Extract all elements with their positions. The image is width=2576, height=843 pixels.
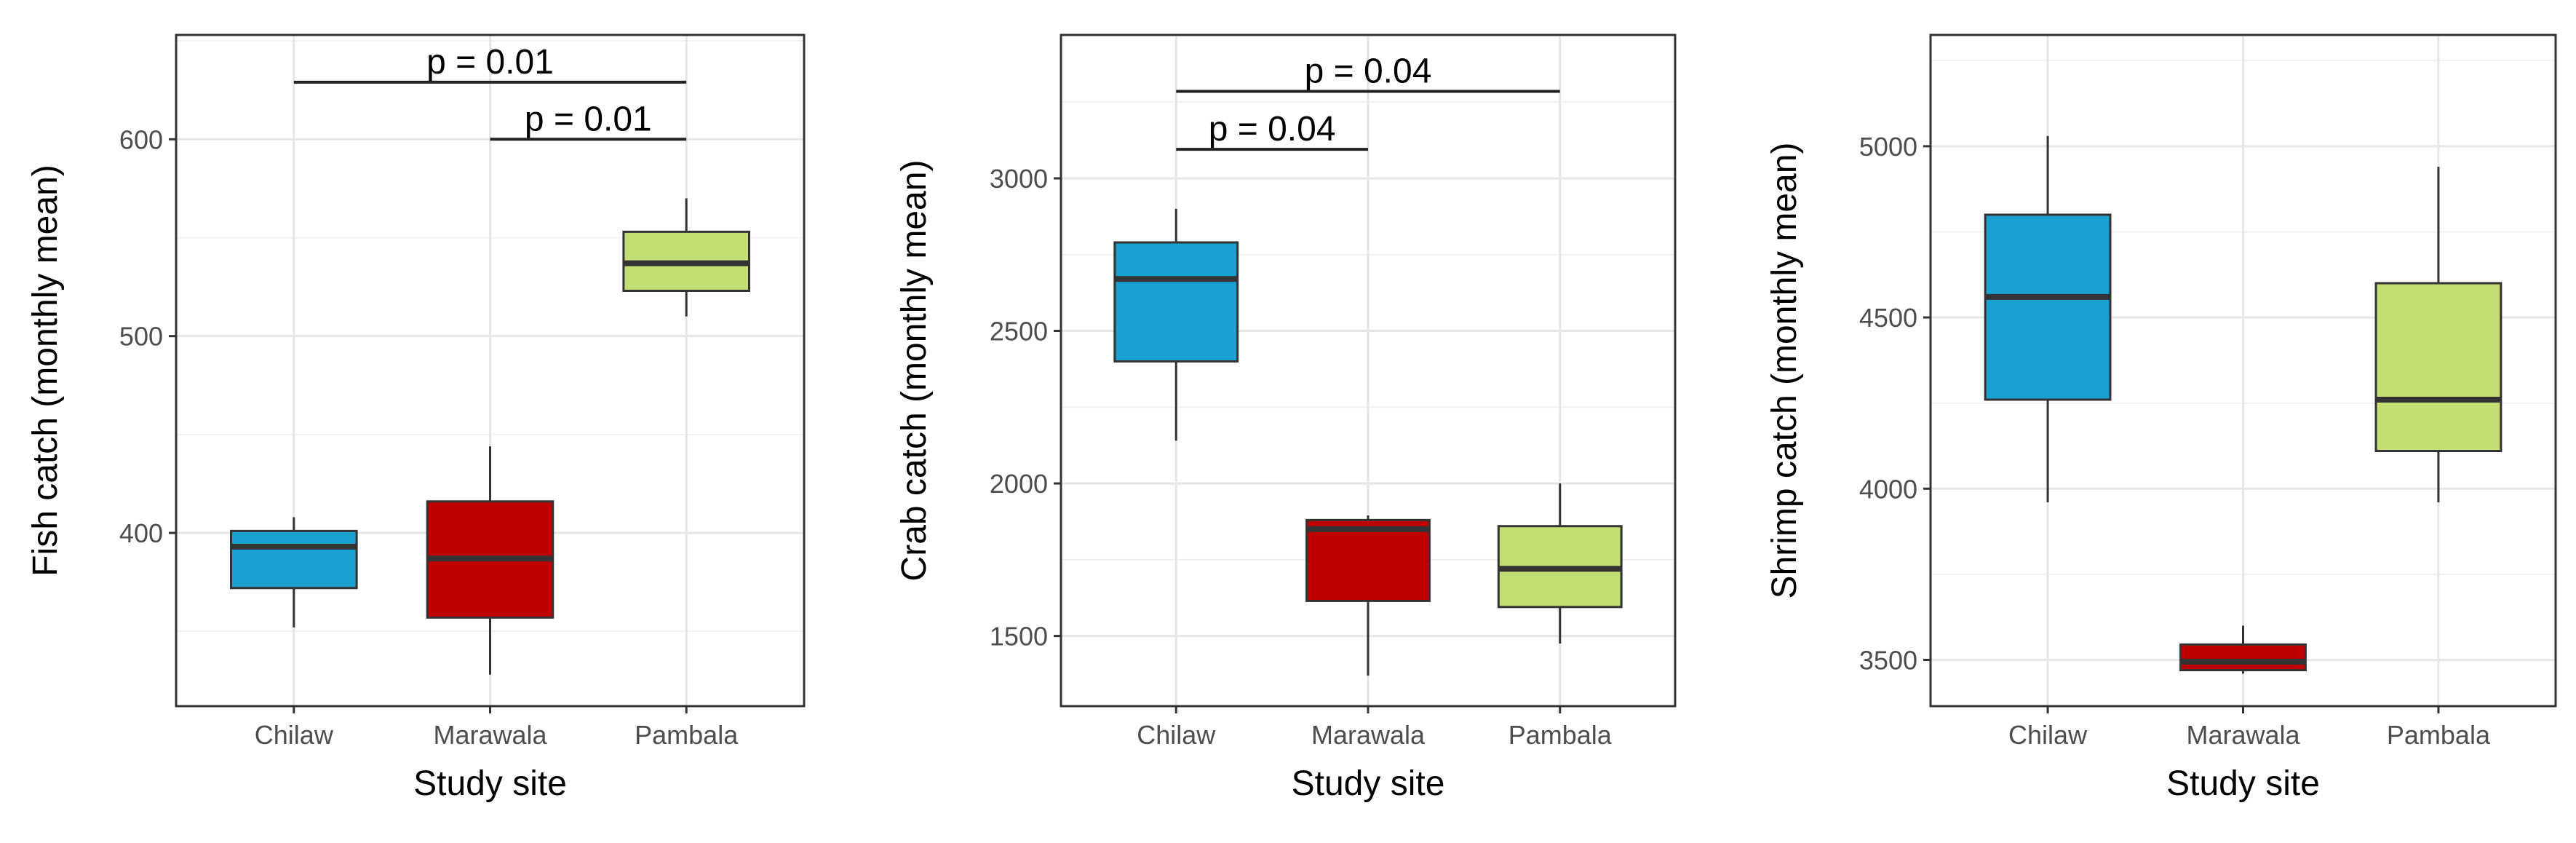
box-chilaw — [230, 517, 358, 628]
p-value-label: p = 0.01 — [426, 43, 554, 82]
y-tick-label: 4000 — [1859, 474, 1917, 504]
y-axis-title: Crab catch (monthly mean) — [895, 160, 934, 582]
y-tick-label: 1500 — [990, 622, 1048, 652]
box-body — [1305, 518, 1431, 602]
significance-bracket: p = 0.04 — [1176, 110, 1368, 151]
x-axis-title: Study site — [413, 764, 567, 803]
x-tick-label: Chilaw — [255, 720, 334, 750]
y-axis-title: Shrimp catch (monthly mean) — [1765, 143, 1804, 599]
box-marawala — [2179, 625, 2307, 674]
box-chilaw — [1113, 208, 1239, 441]
y-tick-label: 5000 — [1859, 132, 1917, 162]
y-tick-label: 3500 — [1859, 645, 1917, 675]
x-tick-label: Marawala — [1311, 720, 1426, 750]
p-value-label: p = 0.04 — [1305, 52, 1432, 91]
p-value-label: p = 0.01 — [525, 100, 652, 138]
significance-bracket: p = 0.01 — [293, 43, 687, 84]
significance-bracket: p = 0.04 — [1176, 52, 1560, 93]
box-pambala — [622, 198, 750, 317]
x-tick-label: Marawala — [2186, 720, 2300, 750]
box-body — [1984, 213, 2112, 401]
panel-3: 3500 4000 4500 5000 Chilaw Marawala Pambala Stu… — [1765, 33, 2557, 803]
y-tick-label: 500 — [119, 322, 163, 352]
x-axis-title: Study site — [1292, 764, 1445, 803]
box-marawala — [1305, 515, 1431, 676]
significance-bracket: p = 0.01 — [490, 100, 687, 141]
p-value-label: p = 0.04 — [1209, 110, 1336, 149]
y-tick-label: 4500 — [1859, 303, 1917, 333]
x-tick-label: Pambala — [2387, 720, 2491, 750]
panel-2: p = 0.04 p = 0.04 1500 2000 2500 3000 Chilaw Ma… — [895, 33, 1677, 803]
panel-1: p = 0.01 p = 0.01 400 500 600 Chilaw Marawala P… — [26, 33, 806, 803]
y-tick-label: 2500 — [990, 317, 1048, 347]
box-pambala — [1497, 483, 1623, 644]
x-tick-label: Marawala — [433, 720, 547, 750]
box-body — [230, 529, 358, 590]
box-body — [2179, 643, 2307, 672]
box-marawala — [426, 446, 554, 675]
x-tick-label: Pambala — [1508, 720, 1613, 750]
y-tick-label: 3000 — [990, 164, 1048, 194]
box-body — [2374, 282, 2503, 453]
y-tick-label: 2000 — [990, 469, 1048, 499]
y-tick-label: 400 — [119, 518, 163, 548]
box-chilaw — [1984, 135, 2112, 503]
x-tick-label: Pambala — [635, 720, 739, 750]
y-axis-title: Fish catch (monthly mean) — [26, 165, 65, 577]
box-body — [1113, 241, 1239, 363]
y-tick-label: 600 — [119, 124, 163, 154]
x-tick-label: Chilaw — [1137, 720, 1216, 750]
x-tick-label: Chilaw — [2008, 720, 2088, 750]
box-pambala — [2374, 167, 2503, 503]
x-axis-title: Study site — [2166, 764, 2320, 803]
